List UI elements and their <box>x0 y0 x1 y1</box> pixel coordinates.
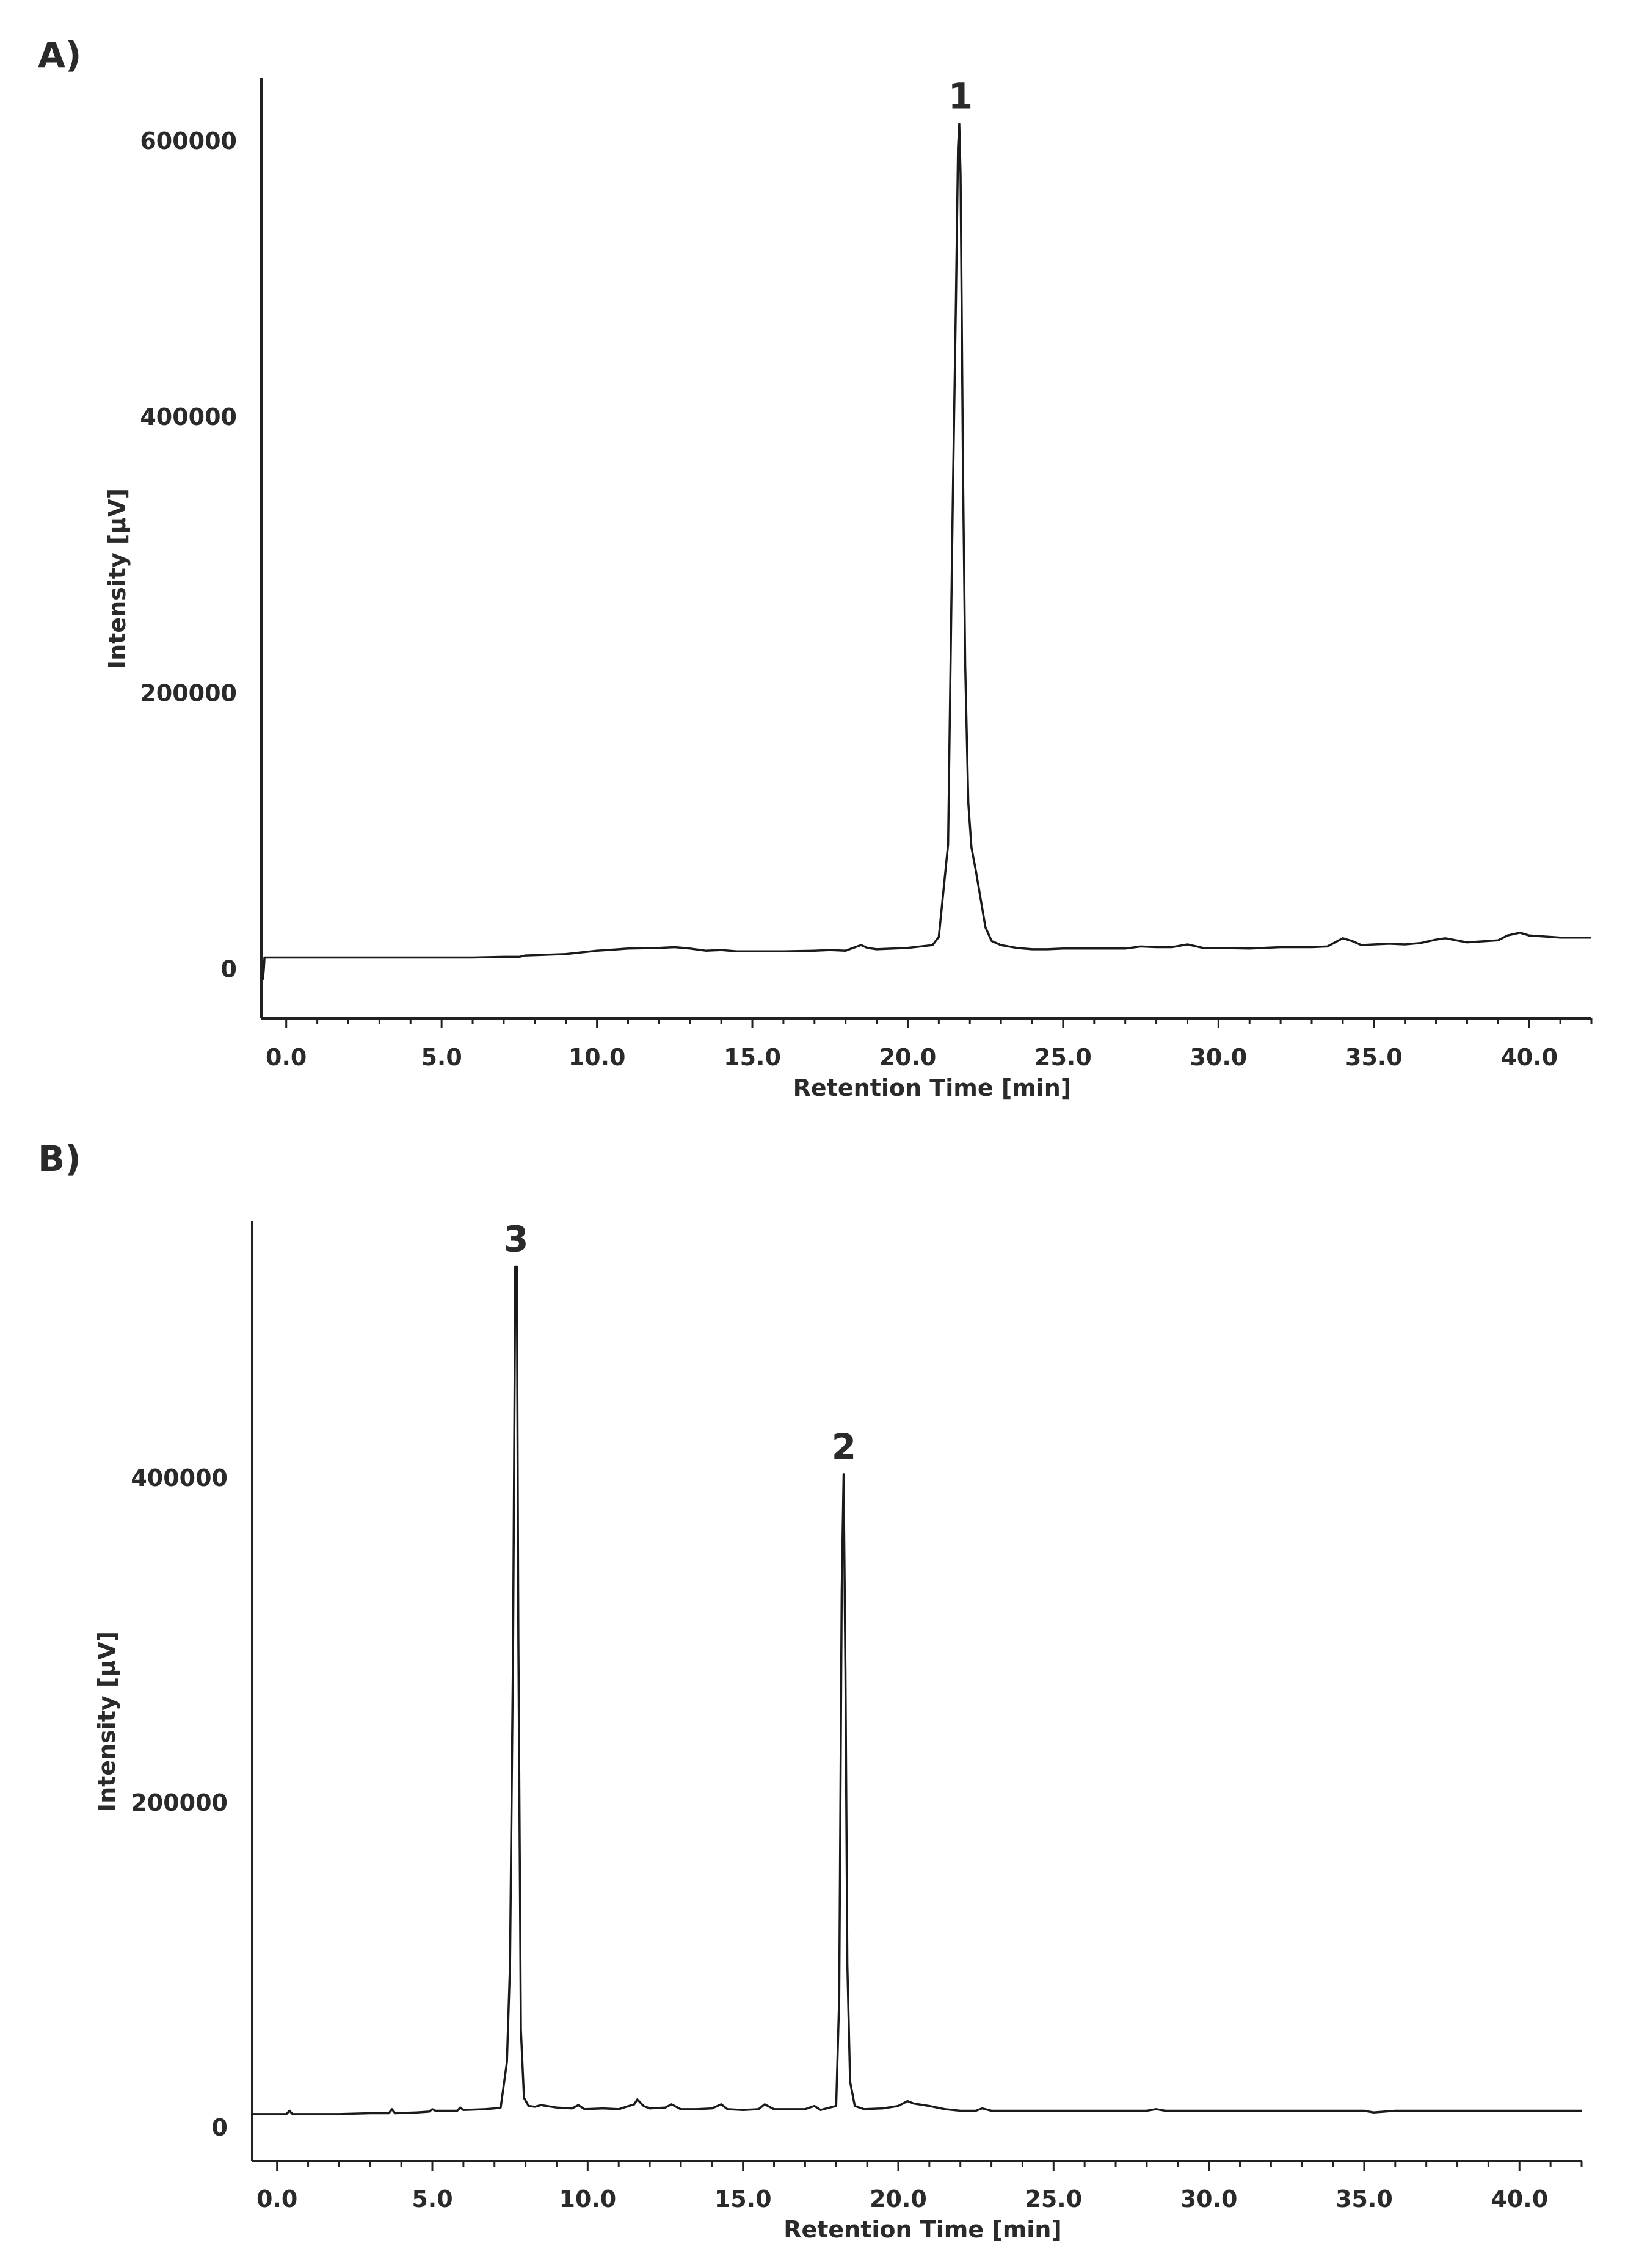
y-axis-title: Intensity [µV] <box>104 488 131 669</box>
x-tick-label: 25.0 <box>1034 1044 1092 1071</box>
chromatogram-trace <box>252 1265 1582 2115</box>
x-tick-label: 35.0 <box>1345 1044 1403 1071</box>
y-axis-title: Intensity [µV] <box>93 1631 120 1812</box>
y-tick-label: 0 <box>221 956 237 983</box>
panel-a: A) 0.0 5.0 10.0 15.0 20.0 25.0 30.0 35.0 40.0 0 20… <box>38 34 1593 1101</box>
x-tick-label: 40.0 <box>1491 2186 1548 2212</box>
panel-b: B) 0.0 5.0 10.0 15.0 20.0 25.0 30.0 35.0 40.0 0 20… <box>38 1138 1583 2243</box>
x-tick-label: 5.0 <box>421 1044 462 1071</box>
panel-a-letter: A) <box>38 34 81 76</box>
x-tick-label: 30.0 <box>1180 2186 1238 2212</box>
chromatogram-trace <box>261 122 1591 980</box>
x-tick-label: 15.0 <box>724 1044 781 1071</box>
x-tick-label: 0.0 <box>266 1044 307 1071</box>
peak-label-2: 2 <box>832 1426 856 1468</box>
panel-a-plot: 0.0 5.0 10.0 15.0 20.0 25.0 30.0 35.0 40.0 0 20000… <box>104 76 1593 1101</box>
y-tick-label: 400000 <box>131 1465 228 1491</box>
x-axis-title: Retention Time [min] <box>793 1074 1072 1101</box>
x-tick-label: 20.0 <box>870 2186 927 2212</box>
y-tick-label: 200000 <box>131 1789 228 1816</box>
x-tick-label: 30.0 <box>1190 1044 1247 1071</box>
x-tick-label: 5.0 <box>412 2186 452 2212</box>
x-tick-label: 20.0 <box>879 1044 937 1071</box>
panel-b-plot: 0.0 5.0 10.0 15.0 20.0 25.0 30.0 35.0 40.0 0 20000… <box>93 1218 1583 2243</box>
x-tick-label: 25.0 <box>1025 2186 1082 2212</box>
y-tick-label: 0 <box>212 2114 228 2141</box>
y-tick-label: 200000 <box>140 679 237 706</box>
x-tick-label: 0.0 <box>256 2186 297 2212</box>
x-tick-label: 35.0 <box>1336 2186 1393 2212</box>
x-axis-title: Retention Time [min] <box>783 2216 1062 2243</box>
peak-label-3: 3 <box>504 1218 528 1259</box>
panel-b-letter: B) <box>38 1138 81 1179</box>
x-tick-label: 40.0 <box>1500 1044 1558 1071</box>
x-tick-label: 15.0 <box>714 2186 772 2212</box>
x-tick-label: 10.0 <box>559 2186 616 2212</box>
x-tick-label: 10.0 <box>569 1044 626 1071</box>
y-tick-label: 600000 <box>140 128 237 154</box>
y-tick-label: 400000 <box>140 404 237 430</box>
peak-label-1: 1 <box>948 76 973 117</box>
